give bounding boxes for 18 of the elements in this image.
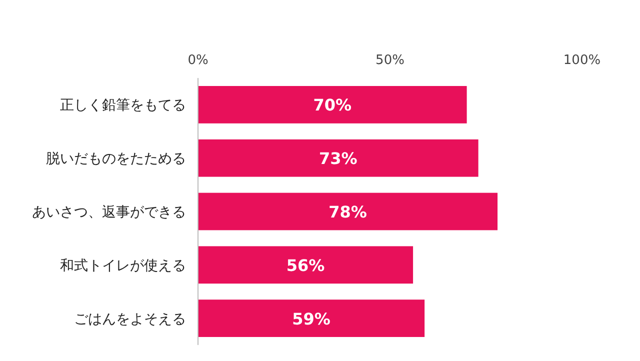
x-tick-label: 0% [188, 53, 208, 68]
y-tick-label: あいさつ、返事ができる [32, 204, 186, 220]
x-tick-label: 50% [376, 53, 404, 68]
y-tick-label: 正しく鉛筆をもてる [60, 98, 186, 114]
data-label: 73% [319, 149, 358, 168]
data-label: 56% [286, 256, 325, 275]
bar [198, 300, 425, 337]
data-label: 59% [292, 309, 330, 328]
bar [198, 86, 467, 124]
data-label: 78% [328, 202, 367, 222]
bar [198, 246, 414, 284]
y-tick-label: ごはんをよそえる [74, 311, 186, 328]
y-tick-label: 和式トイレが使える [60, 258, 186, 274]
bar [198, 192, 498, 230]
y-tick-label: 脱いだものをたためる [46, 151, 186, 168]
bar [198, 139, 478, 177]
data-label: 70% [313, 96, 352, 115]
x-tick-label: 100% [563, 53, 601, 68]
